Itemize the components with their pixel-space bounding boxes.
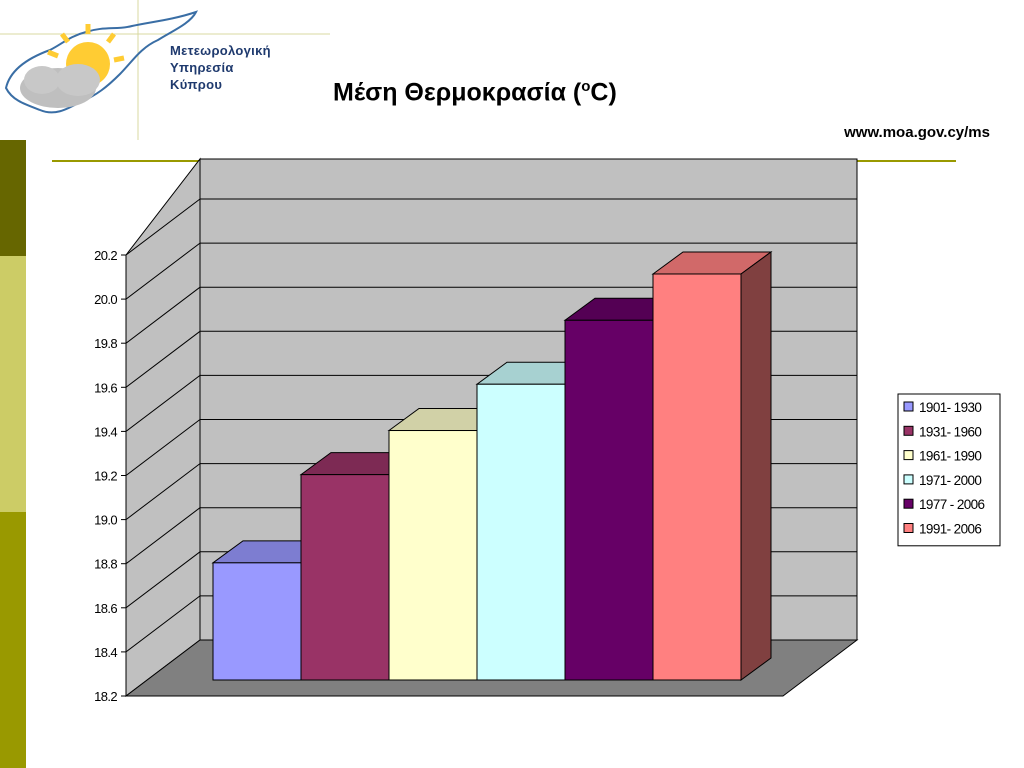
gridline-side: [125, 375, 201, 432]
gridline-side: [125, 507, 201, 565]
gridline-side: [125, 419, 201, 476]
y-tick-label: 19.8: [94, 336, 117, 351]
logo: Μετεωρολογική Υπηρεσία Κύπρου: [0, 0, 340, 140]
bar-front-face: [652, 273, 742, 681]
bar-6: [651, 250, 773, 681]
org-name-line-1: Μετεωρολογική: [170, 43, 271, 58]
legend-swatch: [903, 425, 914, 436]
bar-front-face: [388, 430, 478, 681]
chart-bars: [211, 250, 773, 681]
legend-label: 1971- 2000: [919, 473, 981, 488]
legend-swatch: [903, 474, 914, 485]
cyprus-weather-logo-icon: [0, 0, 330, 140]
gridline-side: [125, 595, 201, 653]
legend-label: 1961- 1990: [919, 449, 981, 464]
y-tick-label: 19.0: [94, 513, 117, 528]
legend-swatch: [903, 523, 914, 533]
bar-2: [299, 452, 421, 681]
bar-front-face: [476, 383, 566, 681]
y-tick-label: 18.6: [94, 601, 117, 616]
gridline-side: [125, 198, 201, 256]
legend-label: 1991- 2006: [919, 522, 981, 537]
y-tick-label: 18.8: [94, 557, 117, 572]
bar-front-face: [212, 562, 302, 681]
bar-side-face: [740, 250, 772, 681]
chart-title-superscript: o: [581, 78, 591, 95]
org-name-line-2: Υπηρεσία: [170, 60, 234, 75]
y-tick-label: 18.2: [94, 689, 117, 704]
y-tick-label: 19.6: [94, 380, 117, 395]
org-name-line-3: Κύπρου: [170, 77, 223, 92]
legend-swatch: [903, 450, 914, 461]
y-tick-label: 20.0: [94, 292, 117, 307]
legend-label: 1977 - 2006: [919, 497, 985, 512]
bar-front-face: [300, 474, 390, 681]
legend-swatch: [903, 498, 914, 509]
gridline-side: [125, 463, 201, 520]
strip-segment-dark: [0, 140, 26, 256]
strip-segment-light: [0, 256, 26, 512]
gridline-side: [125, 330, 201, 388]
legend-label: 1931- 1960: [919, 424, 981, 439]
y-axis-ticks: 20.2 20.0 19.8 19.6 19.4 19.2 19.0 18.8 18.6 18.4…: [94, 248, 127, 704]
gridline-side: [125, 242, 201, 300]
gridline-side: [125, 551, 201, 609]
legend-label: 1901- 1930: [919, 400, 981, 415]
legend-swatch: [903, 401, 914, 412]
chart-title-end: C): [590, 78, 617, 107]
bar-front-face: [564, 319, 654, 681]
chart-legend: 1901- 1930 1931- 1960 1961- 1990 1971- 2000…: [897, 393, 1001, 547]
organization-name: Μετεωρολογική Υπηρεσία Κύπρου: [170, 42, 271, 93]
strip-segment-olive: [0, 512, 26, 768]
y-tick-label: 20.2: [94, 248, 117, 263]
gridline-side: [125, 286, 201, 344]
chart-title: Μέση Θερμοκρασία (oC): [333, 78, 617, 107]
website-url: www.moa.gov.cy/ms: [844, 124, 990, 141]
bar-4: [475, 361, 597, 681]
y-tick-label: 18.4: [94, 645, 117, 660]
left-decorative-strip: [0, 0, 26, 768]
chart-title-main: Μέση Θερμοκρασία (: [333, 78, 582, 107]
y-tick-label: 19.4: [94, 424, 117, 439]
legend-box: [897, 393, 1001, 547]
y-tick-label: 19.2: [94, 469, 117, 484]
